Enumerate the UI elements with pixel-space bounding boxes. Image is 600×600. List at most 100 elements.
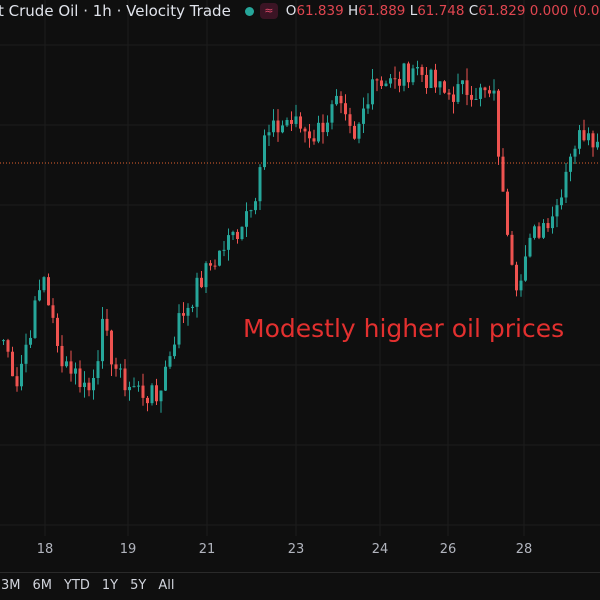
candle-body [524,256,527,281]
candle-body [281,125,284,133]
approx-icon[interactable]: ≈ [259,3,278,19]
candle-body [114,364,118,369]
symbol-title[interactable]: t Crude Oil · 1h · Velocity Trade [0,2,231,20]
range-all-button[interactable]: All [158,578,175,593]
candle-body [177,313,181,345]
candle-body [416,67,419,69]
candle-body [254,201,257,211]
candle-body [456,84,460,102]
candle-body [596,141,599,148]
candle-body [380,80,383,87]
x-tick: 18 [36,542,54,557]
candle-body [326,122,329,133]
candle-body [65,361,68,367]
candle-body [29,337,32,345]
candle-body [452,94,455,102]
candle-body [542,223,545,238]
candle-body [492,90,496,94]
range-5y-button[interactable]: 5Y [130,578,147,593]
candle-body [236,231,239,239]
candle-body [245,211,248,227]
candle-body [546,223,550,229]
candle-body [573,148,577,157]
candle-body [209,263,212,266]
candle-body [110,330,113,365]
range-6m-button[interactable]: 6M [32,578,53,593]
x-tick: 26 [439,542,457,557]
open-value: 61.839 [296,3,344,19]
candle-body [69,361,73,374]
candle-body [434,69,437,88]
candle-body [555,205,559,217]
candle-body [276,120,280,133]
candle-body [591,133,595,148]
candle-body [321,122,325,133]
candle-body [24,344,28,364]
candle-body [47,277,50,306]
candle-body [461,80,464,85]
x-tick: 19 [119,542,137,557]
ohlc-readout: O61.839 H61.889 L61.748 C61.829 0.000 (0… [286,3,600,19]
candle-body [510,234,514,265]
candle-body [60,345,64,367]
candle-body [389,78,392,84]
candle-body [87,382,91,391]
low-label: L [409,3,418,19]
candle-body [447,92,451,95]
candle-body [479,87,482,99]
candle-body [528,237,532,257]
candle-body [195,277,199,307]
candle-body [335,95,338,105]
candle-body [249,210,253,212]
candle-body [330,104,334,123]
candle-body [51,305,55,318]
candle-body [483,87,487,91]
x-tick: 23 [287,542,305,557]
candle-body [263,135,266,168]
candle-body [317,122,320,142]
candle-body [218,250,221,266]
green-dot-icon [244,6,254,16]
range-1y-button[interactable]: 1Y [101,578,119,593]
x-tick: 24 [371,542,389,557]
candle-body [42,277,46,291]
price-chart[interactable] [0,0,600,536]
candle-body [200,277,203,288]
candle-body [537,226,541,238]
candle-body [519,280,523,291]
candle-body [299,116,302,129]
candle-body [560,197,563,206]
candle-body [164,366,167,391]
candle-body [429,69,433,89]
candle-body [119,368,122,370]
low-value: 61.748 [417,3,465,19]
range-buttons: 3M 6M YTD 1Y 5Y All [1,578,174,593]
candle-body [578,130,581,149]
candle-body [551,216,554,229]
time-axis[interactable]: 18 19 21 23 24 26 28 [0,536,600,573]
candle-body [240,226,244,239]
candle-body [420,67,424,75]
candle-body [155,385,158,402]
high-label: H [347,3,359,19]
candle-body [78,368,82,388]
chart-header: t Crude Oil · 1h · Velocity Trade ≈ O61.… [0,0,599,22]
candle-body [146,397,149,404]
open-label: O [285,3,297,19]
candle-body [227,235,230,250]
candle-body [96,361,100,378]
candle-body [303,128,307,132]
candle-body [384,83,388,87]
candle-body [506,191,509,235]
candle-body [33,300,37,338]
candle-body [258,167,262,202]
range-ytd-button[interactable]: YTD [64,578,90,593]
candle-body [366,104,370,109]
candle-body [213,265,217,267]
close-label: C [468,3,479,19]
candle-body [186,307,190,316]
range-3m-button[interactable]: 3M [1,578,21,593]
candle-body [411,68,415,83]
change-value: 0.000 (0.0 [529,3,600,19]
candle-body [398,78,401,86]
